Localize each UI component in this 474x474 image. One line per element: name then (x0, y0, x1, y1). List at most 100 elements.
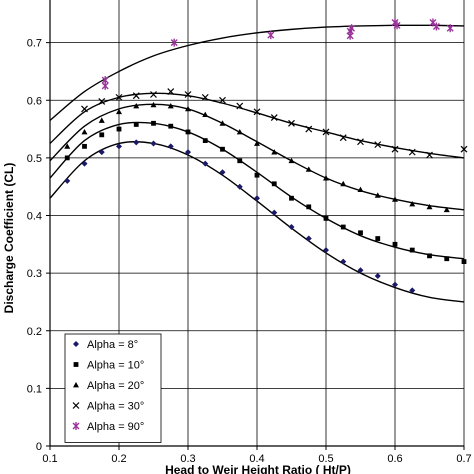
point-s0-5 (150, 140, 157, 147)
point-s0-9 (219, 169, 226, 176)
point-s3-6 (184, 91, 192, 98)
y-tick-label-2: 0.2 (27, 326, 42, 338)
x-axis-title: Head to Weir Height Ratio ( Ht/P) (165, 463, 351, 474)
point-s1-11 (254, 172, 260, 178)
x-tick-label-2: 0.3 (180, 453, 195, 465)
legend-box (64, 333, 162, 443)
point-s3-7 (201, 93, 209, 101)
legend-label-1: Alpha = 10° (87, 360, 144, 372)
point-s3-9 (236, 102, 244, 110)
point-s1-16 (340, 224, 346, 230)
point-s2-12 (271, 149, 278, 155)
point-s2-10 (236, 128, 243, 135)
axes: 00.10.20.30.40.50.60.70.80.10.20.30.40.5… (27, 0, 472, 465)
point-s2-11 (254, 140, 260, 146)
point-s0-16 (340, 258, 347, 265)
point-s1-6 (168, 123, 174, 129)
point-s2-1 (81, 128, 88, 135)
point-s0-2 (98, 149, 105, 156)
point-s2-18 (374, 192, 381, 198)
point-s4-11 (446, 24, 454, 33)
point-s1-13 (289, 195, 294, 201)
legend: Alpha = 8° Alpha = 10° Alpha = 20° Alpha = … (64, 333, 162, 443)
x-tick-label-1: 0.2 (111, 453, 126, 465)
grid (50, 0, 465, 446)
point-s3-11 (270, 114, 278, 121)
y-tick-label-4: 0.4 (27, 211, 42, 223)
legend-marker-2 (73, 382, 79, 388)
point-s0-17 (357, 267, 364, 274)
point-s2-22 (443, 206, 450, 213)
point-s1-23 (461, 259, 467, 264)
point-s3-0 (81, 105, 88, 113)
point-s1-4 (133, 122, 139, 127)
point-s1-22 (444, 256, 450, 262)
point-s0-3 (116, 143, 122, 150)
point-s3-15 (339, 134, 347, 142)
point-s0-11 (254, 195, 260, 202)
point-s2-7 (185, 105, 191, 112)
point-s4-2 (170, 38, 178, 47)
point-s1-3 (116, 126, 122, 132)
y-tick-label-6: 0.6 (27, 95, 42, 107)
point-s3-17 (374, 141, 382, 149)
point-s1-14 (306, 204, 312, 210)
y-tick-label-7: 0.7 (27, 38, 42, 50)
point-s0-14 (305, 235, 312, 242)
legend-label-3: Alpha = 30° (87, 401, 144, 413)
point-s3-14 (322, 128, 330, 136)
data-points (64, 18, 468, 294)
point-s3-21 (460, 145, 468, 153)
point-s3-16 (357, 138, 364, 146)
point-s4-5 (346, 31, 354, 40)
x-tick-label-3: 0.4 (249, 453, 264, 465)
y-tick-label-0: 0 (36, 441, 42, 453)
point-s3-10 (253, 108, 261, 116)
point-s0-8 (202, 160, 209, 167)
point-s1-5 (151, 120, 156, 126)
point-s2-3 (116, 108, 122, 115)
point-s1-0 (64, 155, 70, 161)
point-s1-10 (237, 158, 243, 164)
point-s0-10 (236, 183, 243, 190)
x-tick-label-4: 0.5 (318, 453, 333, 465)
point-s3-8 (219, 96, 226, 104)
point-s4-6 (348, 24, 356, 33)
x-tick-label-0: 0.1 (42, 453, 57, 465)
fit-line-1 (49, 121, 465, 260)
point-s0-0 (64, 177, 71, 184)
point-s2-15 (323, 175, 329, 181)
legend-marker-0 (73, 341, 79, 347)
point-s1-19 (392, 241, 398, 247)
point-s4-8 (393, 21, 401, 30)
point-s1-2 (99, 132, 105, 138)
point-s2-8 (202, 111, 209, 118)
point-s0-1 (81, 160, 88, 167)
point-s1-21 (427, 253, 432, 259)
legend-marker-3 (72, 402, 80, 409)
point-s0-15 (323, 247, 329, 254)
legend-marker-4 (72, 422, 80, 430)
point-s2-19 (392, 196, 398, 202)
point-s2-21 (426, 203, 433, 210)
y-tick-label-5: 0.5 (27, 153, 42, 165)
point-s0-19 (392, 281, 398, 288)
point-s2-9 (219, 120, 226, 126)
point-s2-6 (167, 103, 174, 109)
point-s4-3 (267, 31, 275, 40)
y-tick-label-1: 0.1 (27, 383, 42, 395)
point-s3-2 (115, 93, 123, 101)
point-s3-19 (408, 148, 416, 156)
point-s2-13 (288, 157, 295, 164)
point-s0-4 (133, 139, 140, 146)
point-s1-9 (220, 146, 225, 152)
point-s1-15 (323, 215, 329, 221)
point-s3-4 (150, 91, 157, 98)
point-s1-8 (202, 138, 208, 143)
point-s1-1 (82, 143, 87, 149)
point-s2-16 (340, 180, 347, 187)
point-s3-1 (98, 97, 106, 105)
y-tick-label-3: 0.3 (27, 268, 42, 280)
point-s2-2 (98, 117, 105, 123)
